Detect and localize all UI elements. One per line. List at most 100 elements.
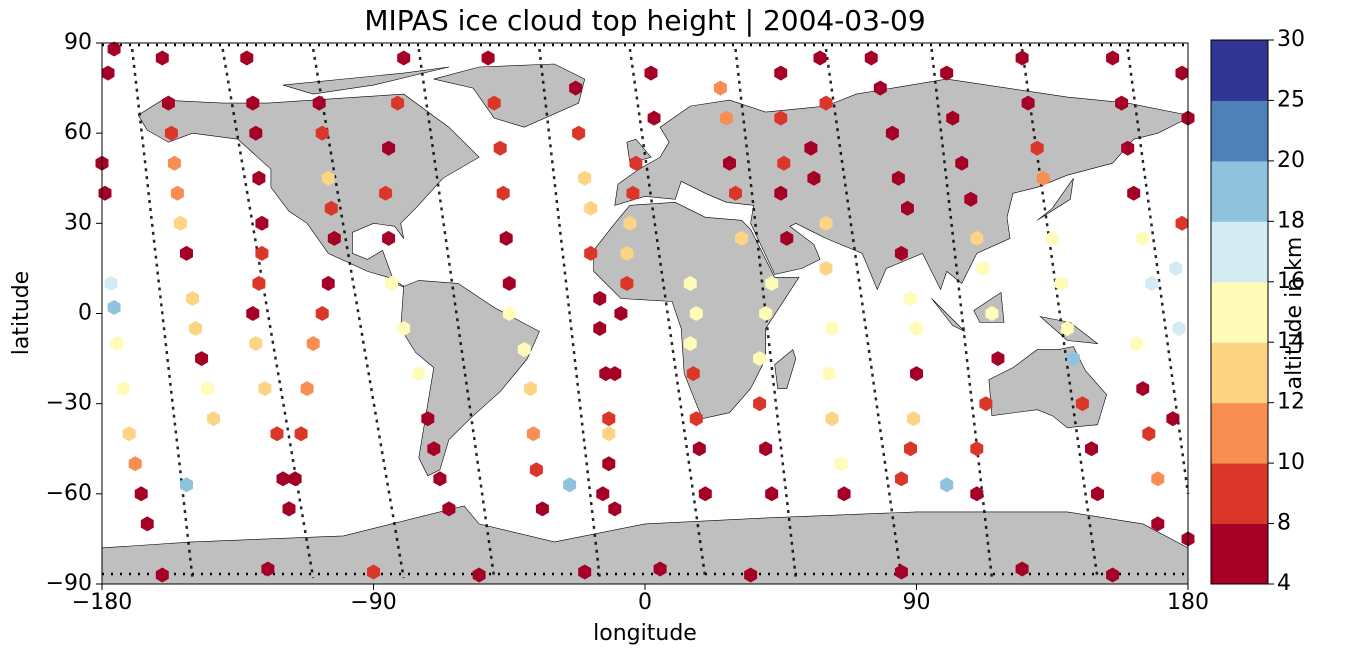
cloud-point xyxy=(686,366,700,382)
cloud-point xyxy=(614,306,628,321)
cloud-point xyxy=(891,170,905,186)
cloud-point xyxy=(1130,336,1144,352)
cloud-point xyxy=(164,125,178,141)
cloud-point xyxy=(720,110,733,126)
colorbar: 4 8 10 12 14 16 18 20 25 30 xyxy=(1210,27,1305,596)
cloud-point xyxy=(964,191,978,207)
colorbar-segment xyxy=(1211,281,1268,343)
colorbar-tick-label: 16 xyxy=(1277,269,1305,294)
cloud-point xyxy=(161,95,175,111)
cloud-point xyxy=(433,471,447,487)
cloud-point xyxy=(819,260,833,276)
cloud-point xyxy=(765,275,779,291)
cloud-point xyxy=(1075,396,1089,412)
cloud-point xyxy=(689,306,703,321)
orbit-track xyxy=(628,48,707,579)
cloud-point xyxy=(499,230,513,246)
cloud-point xyxy=(946,110,960,126)
cloud-point xyxy=(261,561,275,577)
cloud-point xyxy=(813,50,827,66)
cloud-point xyxy=(1015,561,1029,577)
cloud-point xyxy=(397,50,411,66)
cloud-point xyxy=(306,336,320,352)
cloud-point xyxy=(252,170,266,186)
cloud-point xyxy=(155,50,169,66)
cloud-point xyxy=(472,567,486,583)
cloud-point xyxy=(873,80,887,96)
cloud-point xyxy=(140,516,154,532)
chart-title: MIPAS ice cloud top height | 2004-03-09 xyxy=(364,4,925,37)
colorbar-segment xyxy=(1211,342,1268,404)
orbit-track xyxy=(221,48,315,579)
points xyxy=(95,41,1195,583)
cloud-point xyxy=(620,245,634,261)
cloud-point xyxy=(201,381,215,397)
cloud-point xyxy=(128,456,142,472)
cloud-point xyxy=(240,50,254,66)
cloud-point xyxy=(207,411,221,427)
cloud-point xyxy=(819,95,833,111)
cloud-point xyxy=(107,41,121,57)
cloud-point xyxy=(496,185,510,201)
cloud-point xyxy=(104,275,118,291)
cloud-point xyxy=(819,215,833,231)
cloud-point xyxy=(1060,321,1074,336)
cloud-point xyxy=(523,381,537,397)
y-tick-label: 30 xyxy=(64,210,92,235)
cloud-point xyxy=(1091,486,1104,502)
cloud-point xyxy=(904,291,917,306)
colorbar-segment xyxy=(1211,463,1268,525)
cloud-point xyxy=(1030,140,1044,156)
cloud-point xyxy=(276,471,290,487)
colorbar-tick-label: 4 xyxy=(1277,571,1291,596)
cloud-point xyxy=(723,155,736,171)
cloud-point xyxy=(180,245,193,261)
cloud-point xyxy=(970,230,984,246)
cloud-point xyxy=(584,200,598,216)
cloud-point xyxy=(979,396,993,412)
cloud-point xyxy=(602,456,616,472)
cloud-point xyxy=(569,80,583,96)
cloud-point xyxy=(246,95,260,111)
cloud-point xyxy=(985,306,999,321)
cloud-point xyxy=(744,567,758,583)
colorbar-label: altitude in km xyxy=(1282,237,1307,390)
cloud-point xyxy=(324,200,338,216)
cloud-point xyxy=(774,65,788,81)
cloud-point xyxy=(315,125,329,141)
cloud-point xyxy=(970,486,984,502)
cloud-point xyxy=(252,275,266,291)
cloud-point xyxy=(904,441,917,457)
cloud-point xyxy=(487,95,501,111)
cloud-point xyxy=(288,471,302,487)
cloud-point xyxy=(578,564,592,580)
cloud-point xyxy=(683,275,697,291)
cloud-point xyxy=(822,366,836,382)
cloud-point xyxy=(1121,140,1135,156)
cloud-point xyxy=(397,321,411,336)
cloud-point xyxy=(1151,471,1165,487)
landmass xyxy=(433,63,586,128)
cloud-point xyxy=(1136,381,1150,397)
colorbar-tick-label: 14 xyxy=(1277,329,1305,354)
cloud-point xyxy=(620,275,634,291)
cloud-point xyxy=(910,321,923,336)
cloud-point xyxy=(1106,567,1120,583)
landmass xyxy=(614,78,1189,291)
colorbar-segment xyxy=(1211,40,1268,101)
cloud-point xyxy=(300,381,314,397)
orbit-track xyxy=(417,48,496,579)
colorbar-segment xyxy=(1211,523,1268,585)
cloud-point xyxy=(1172,321,1186,336)
cloud-point xyxy=(894,471,908,487)
x-tick-label: 0 xyxy=(638,590,652,615)
cloud-point xyxy=(315,306,329,321)
landmass xyxy=(774,349,797,389)
cloud-point xyxy=(991,351,1005,367)
landmass xyxy=(137,93,480,290)
orbit-track xyxy=(824,48,903,579)
cloud-point xyxy=(321,275,335,291)
cloud-point xyxy=(294,426,308,442)
cloud-point xyxy=(629,155,643,171)
cloud-point xyxy=(608,366,622,382)
